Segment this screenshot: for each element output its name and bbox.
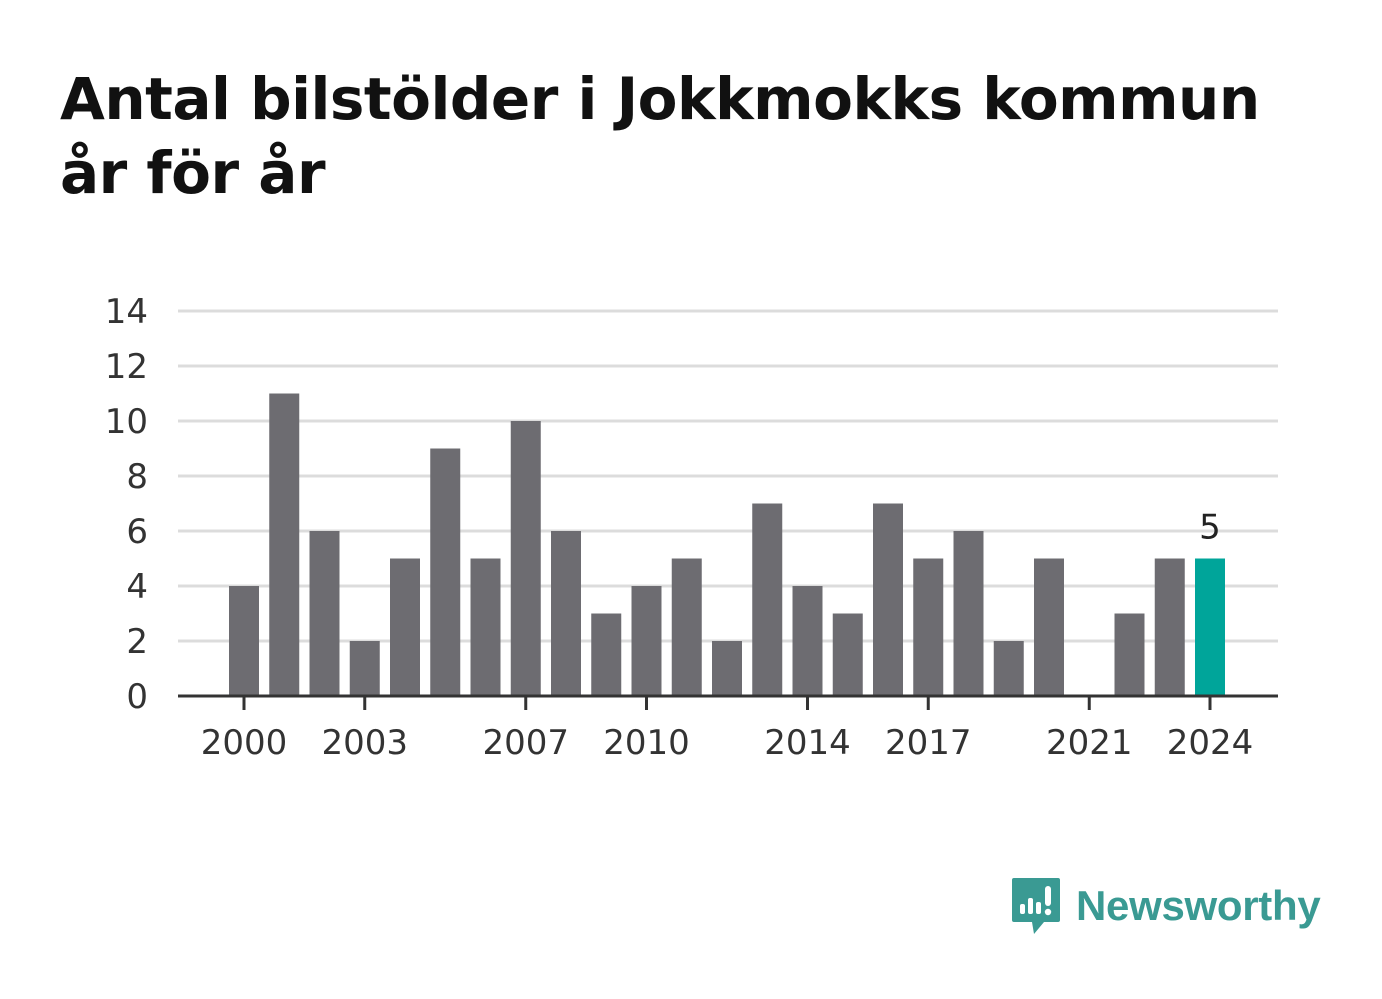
bar (1034, 558, 1064, 696)
bar (792, 586, 823, 696)
bar (309, 531, 340, 696)
bar (390, 558, 420, 696)
bar (631, 586, 662, 696)
bar (470, 558, 501, 696)
data-label: 5 (1199, 508, 1221, 548)
y-tick-label: 6 (126, 512, 148, 552)
bar (712, 641, 742, 696)
brand-logo: Newsworthy (1010, 876, 1321, 936)
bar (873, 503, 903, 696)
bar (993, 641, 1024, 696)
chart-title: Antal bilstölder i Jokkmokks kommun år f… (60, 62, 1320, 210)
bar (752, 503, 783, 696)
y-tick-label: 12 (105, 347, 148, 387)
y-tick-label: 14 (105, 292, 148, 332)
bar (671, 558, 702, 696)
bar (1154, 558, 1185, 696)
bar (510, 421, 541, 696)
bar (591, 613, 622, 696)
y-tick-label: 0 (126, 677, 148, 717)
x-tick-label: 2007 (482, 723, 569, 763)
brand-name: Newsworthy (1076, 882, 1321, 929)
bar (832, 613, 863, 696)
bar (551, 531, 581, 696)
x-tick-label: 2010 (603, 723, 690, 763)
y-tick-label: 8 (126, 457, 148, 497)
bar (953, 531, 984, 696)
bar (913, 558, 944, 696)
highlight-bar (1195, 558, 1225, 696)
y-tick-label: 2 (126, 622, 148, 662)
x-tick-label: 2014 (764, 723, 851, 763)
bar (349, 641, 380, 696)
bar (229, 586, 259, 696)
x-tick-label: 2024 (1167, 723, 1254, 763)
bar (269, 393, 300, 696)
bar (430, 448, 461, 696)
x-tick-label: 2017 (885, 723, 972, 763)
x-tick-label: 2021 (1046, 723, 1133, 763)
x-tick-label: 2003 (321, 723, 408, 763)
x-tick-label: 2000 (201, 723, 288, 763)
newsworthy-logo-icon (1012, 878, 1060, 934)
bar (1114, 613, 1145, 696)
chart-title-line-1: Antal bilstölder i Jokkmokks kommun (60, 65, 1260, 133)
y-tick-label: 4 (126, 567, 148, 607)
chart-title-line-2: år för år (60, 139, 326, 207)
y-tick-label: 10 (105, 402, 148, 442)
